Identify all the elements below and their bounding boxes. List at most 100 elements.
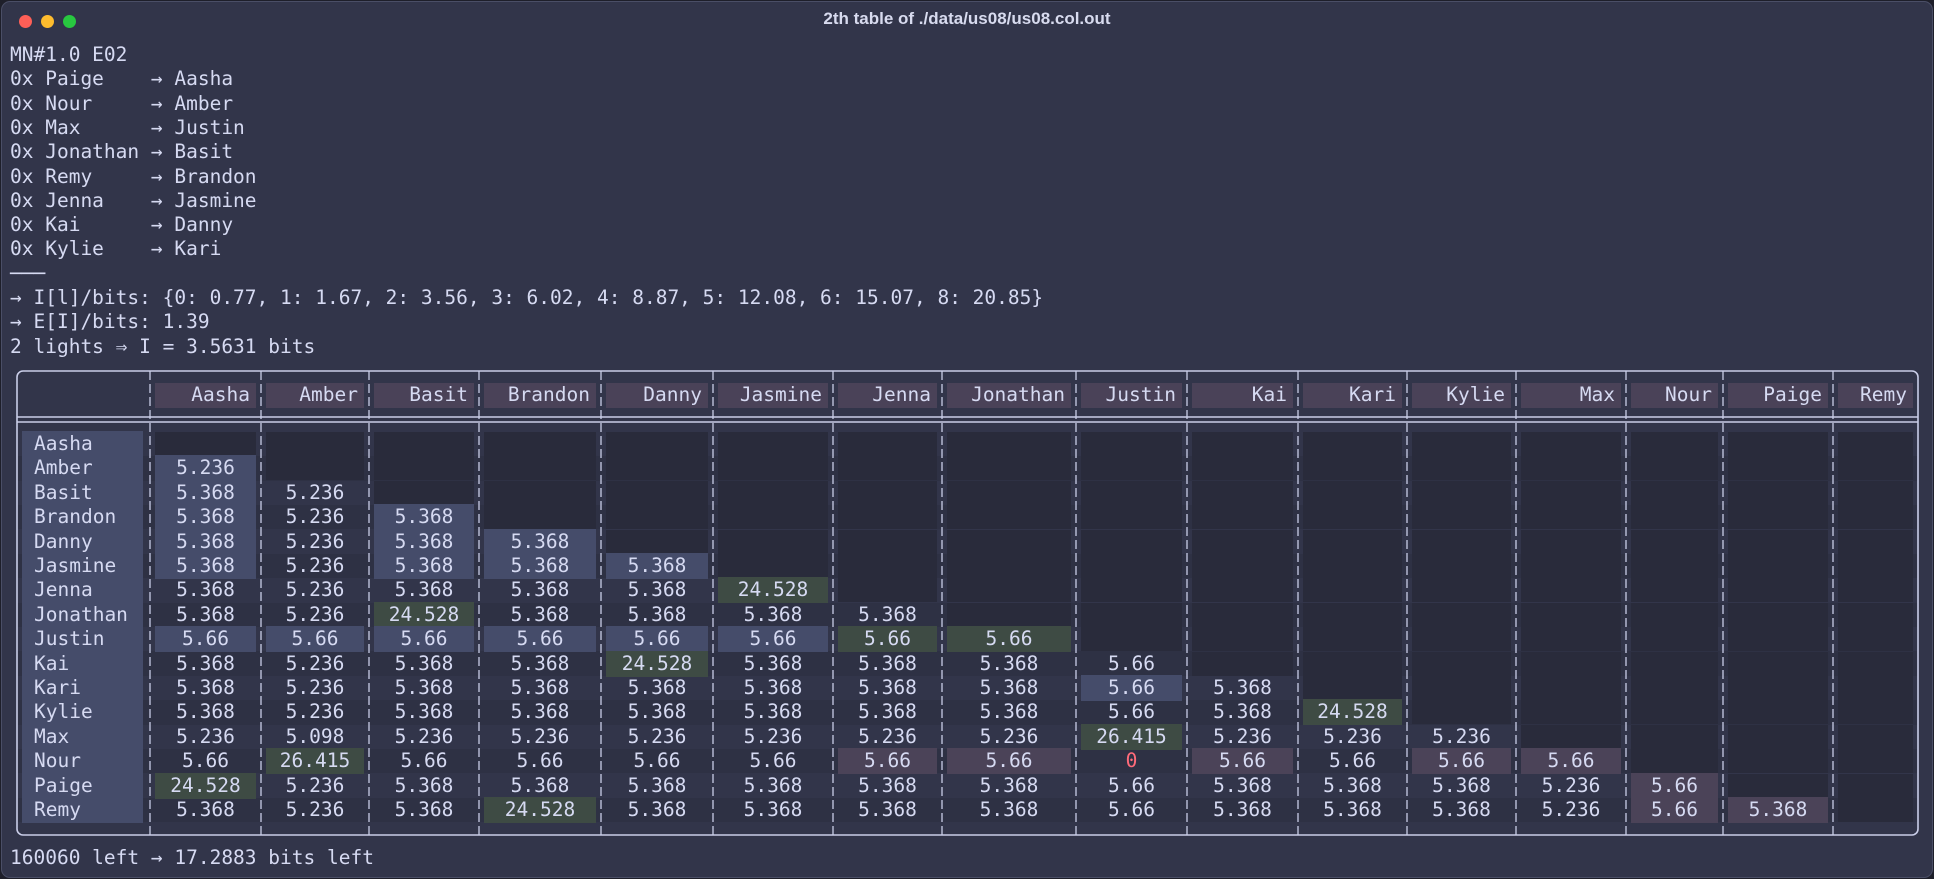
table-cell: 5.66: [838, 748, 937, 775]
row-label: Max: [34, 724, 70, 748]
table-cell: 24.528: [718, 577, 828, 604]
table-cell: 5.368: [510, 602, 570, 626]
table-cell: 5.236: [510, 724, 570, 748]
table-cell: 5.66: [1329, 749, 1376, 773]
empty-cell: [1728, 773, 1828, 798]
header-bg: [1303, 383, 1402, 408]
table-cell: 5.66: [1521, 748, 1621, 775]
table-cell: 5.236: [285, 651, 345, 675]
table-cell: 5.368: [627, 676, 687, 699]
empty-cell: [1412, 578, 1511, 603]
empty-cell: [1631, 578, 1718, 603]
table-cell: 5.236: [285, 554, 345, 577]
table-cell: 5.236: [285, 480, 345, 504]
table-cell: 24.528: [1303, 699, 1402, 726]
empty-cell: [1303, 432, 1402, 456]
zoom-button[interactable]: [63, 15, 76, 28]
table-cell: 5.66: [749, 749, 797, 773]
empty-cell: [1303, 456, 1402, 481]
column-header: Kylie: [1446, 383, 1505, 406]
table-cell: 5.236: [285, 578, 345, 602]
empty-cell: [947, 432, 1071, 456]
table-cell: 5.236: [979, 724, 1039, 748]
empty-cell: [1412, 529, 1511, 554]
table-cell: 24.528: [606, 650, 708, 677]
table-cell: 5.66: [1081, 675, 1182, 701]
table-cell: 5.66: [182, 749, 229, 773]
empty-cell: [1192, 578, 1293, 603]
empty-cell: [1412, 627, 1511, 652]
empty-cell: [1838, 627, 1913, 652]
empty-cell: [1412, 676, 1511, 700]
empty-cell: [1838, 798, 1913, 822]
header-bg: [1631, 383, 1718, 408]
table-cell: 5.66: [718, 626, 828, 653]
output-line: 0x Jenna → Jasmine: [10, 188, 257, 212]
table-cell: 5.236: [1541, 773, 1601, 797]
empty-cell: [606, 529, 708, 554]
empty-cell: [1081, 627, 1182, 652]
table-cell: 5.368: [176, 798, 235, 821]
minimize-button[interactable]: [41, 15, 54, 28]
empty-cell: [484, 432, 596, 456]
empty-cell: [838, 432, 937, 456]
empty-cell: [1521, 456, 1621, 481]
empty-cell: [1631, 724, 1718, 749]
table-cell: 5.368: [979, 700, 1039, 724]
table-cell: 5.66: [374, 626, 474, 653]
empty-cell: [838, 529, 937, 554]
table-cell: 5.368: [858, 798, 917, 821]
empty-cell: [1728, 651, 1828, 676]
header-bg: [1192, 383, 1293, 408]
empty-cell: [1631, 505, 1718, 530]
empty-cell: [1838, 602, 1913, 627]
table-cell: 5.236: [1432, 724, 1491, 748]
column-header: Kai: [1251, 383, 1287, 406]
output-line: MN#1.0 E02: [10, 43, 128, 66]
column-header: Kari: [1349, 383, 1396, 406]
output-line: 0x Kylie → Kari: [10, 237, 222, 261]
table-cell: 5.368: [394, 578, 454, 602]
empty-cell: [1838, 480, 1913, 505]
empty-cell: [1521, 432, 1621, 456]
output-line: 2 lights ⇒ I = 3.5631 bits: [10, 334, 316, 358]
output-line: → I[l]/bits: {0: 0.77, 1: 1.67, 2: 3.56,…: [10, 286, 1044, 309]
empty-cell: [1631, 602, 1718, 627]
empty-cell: [1838, 651, 1913, 676]
empty-cell: [947, 505, 1071, 530]
table-cell: 5.236: [1213, 724, 1272, 748]
empty-cell: [1631, 749, 1718, 774]
empty-cell: [1521, 724, 1621, 749]
table-cell: 24.528: [484, 797, 596, 823]
table-cell: 5.368: [1728, 797, 1828, 823]
table-cell: 5.66: [1108, 773, 1155, 797]
table-cell: 26.415: [1081, 723, 1182, 750]
table-cell: 5.236: [285, 505, 345, 529]
table-cell: 5.66: [484, 626, 596, 653]
table-cell: 5.66: [516, 749, 564, 773]
empty-cell: [718, 554, 828, 578]
table-cell: 5.368: [1213, 798, 1272, 821]
empty-cell: [1412, 505, 1511, 530]
table-cell: 5.66: [400, 749, 448, 773]
close-button[interactable]: [19, 15, 32, 28]
table-cell: 5.368: [1432, 773, 1491, 797]
empty-cell: [1838, 505, 1913, 530]
empty-cell: [1521, 676, 1621, 700]
table-cell: 5.368: [155, 553, 256, 579]
column-header: Max: [1579, 383, 1615, 406]
empty-cell: [1192, 505, 1293, 530]
empty-cell: [606, 505, 708, 530]
empty-cell: [1192, 432, 1293, 456]
table-cell: 5.66: [633, 749, 681, 773]
header-bg: [1521, 383, 1621, 408]
row-label: Paige: [34, 773, 93, 797]
table-cell: 5.368: [979, 798, 1039, 821]
table-cell: 5.368: [394, 798, 454, 821]
table-cell: 5.236: [285, 700, 345, 724]
output-line: 0x Paige → Aasha: [10, 67, 234, 91]
empty-cell: [1838, 432, 1913, 456]
empty-cell: [718, 456, 828, 481]
empty-cell: [266, 456, 364, 481]
row-label: Kai: [34, 651, 70, 675]
